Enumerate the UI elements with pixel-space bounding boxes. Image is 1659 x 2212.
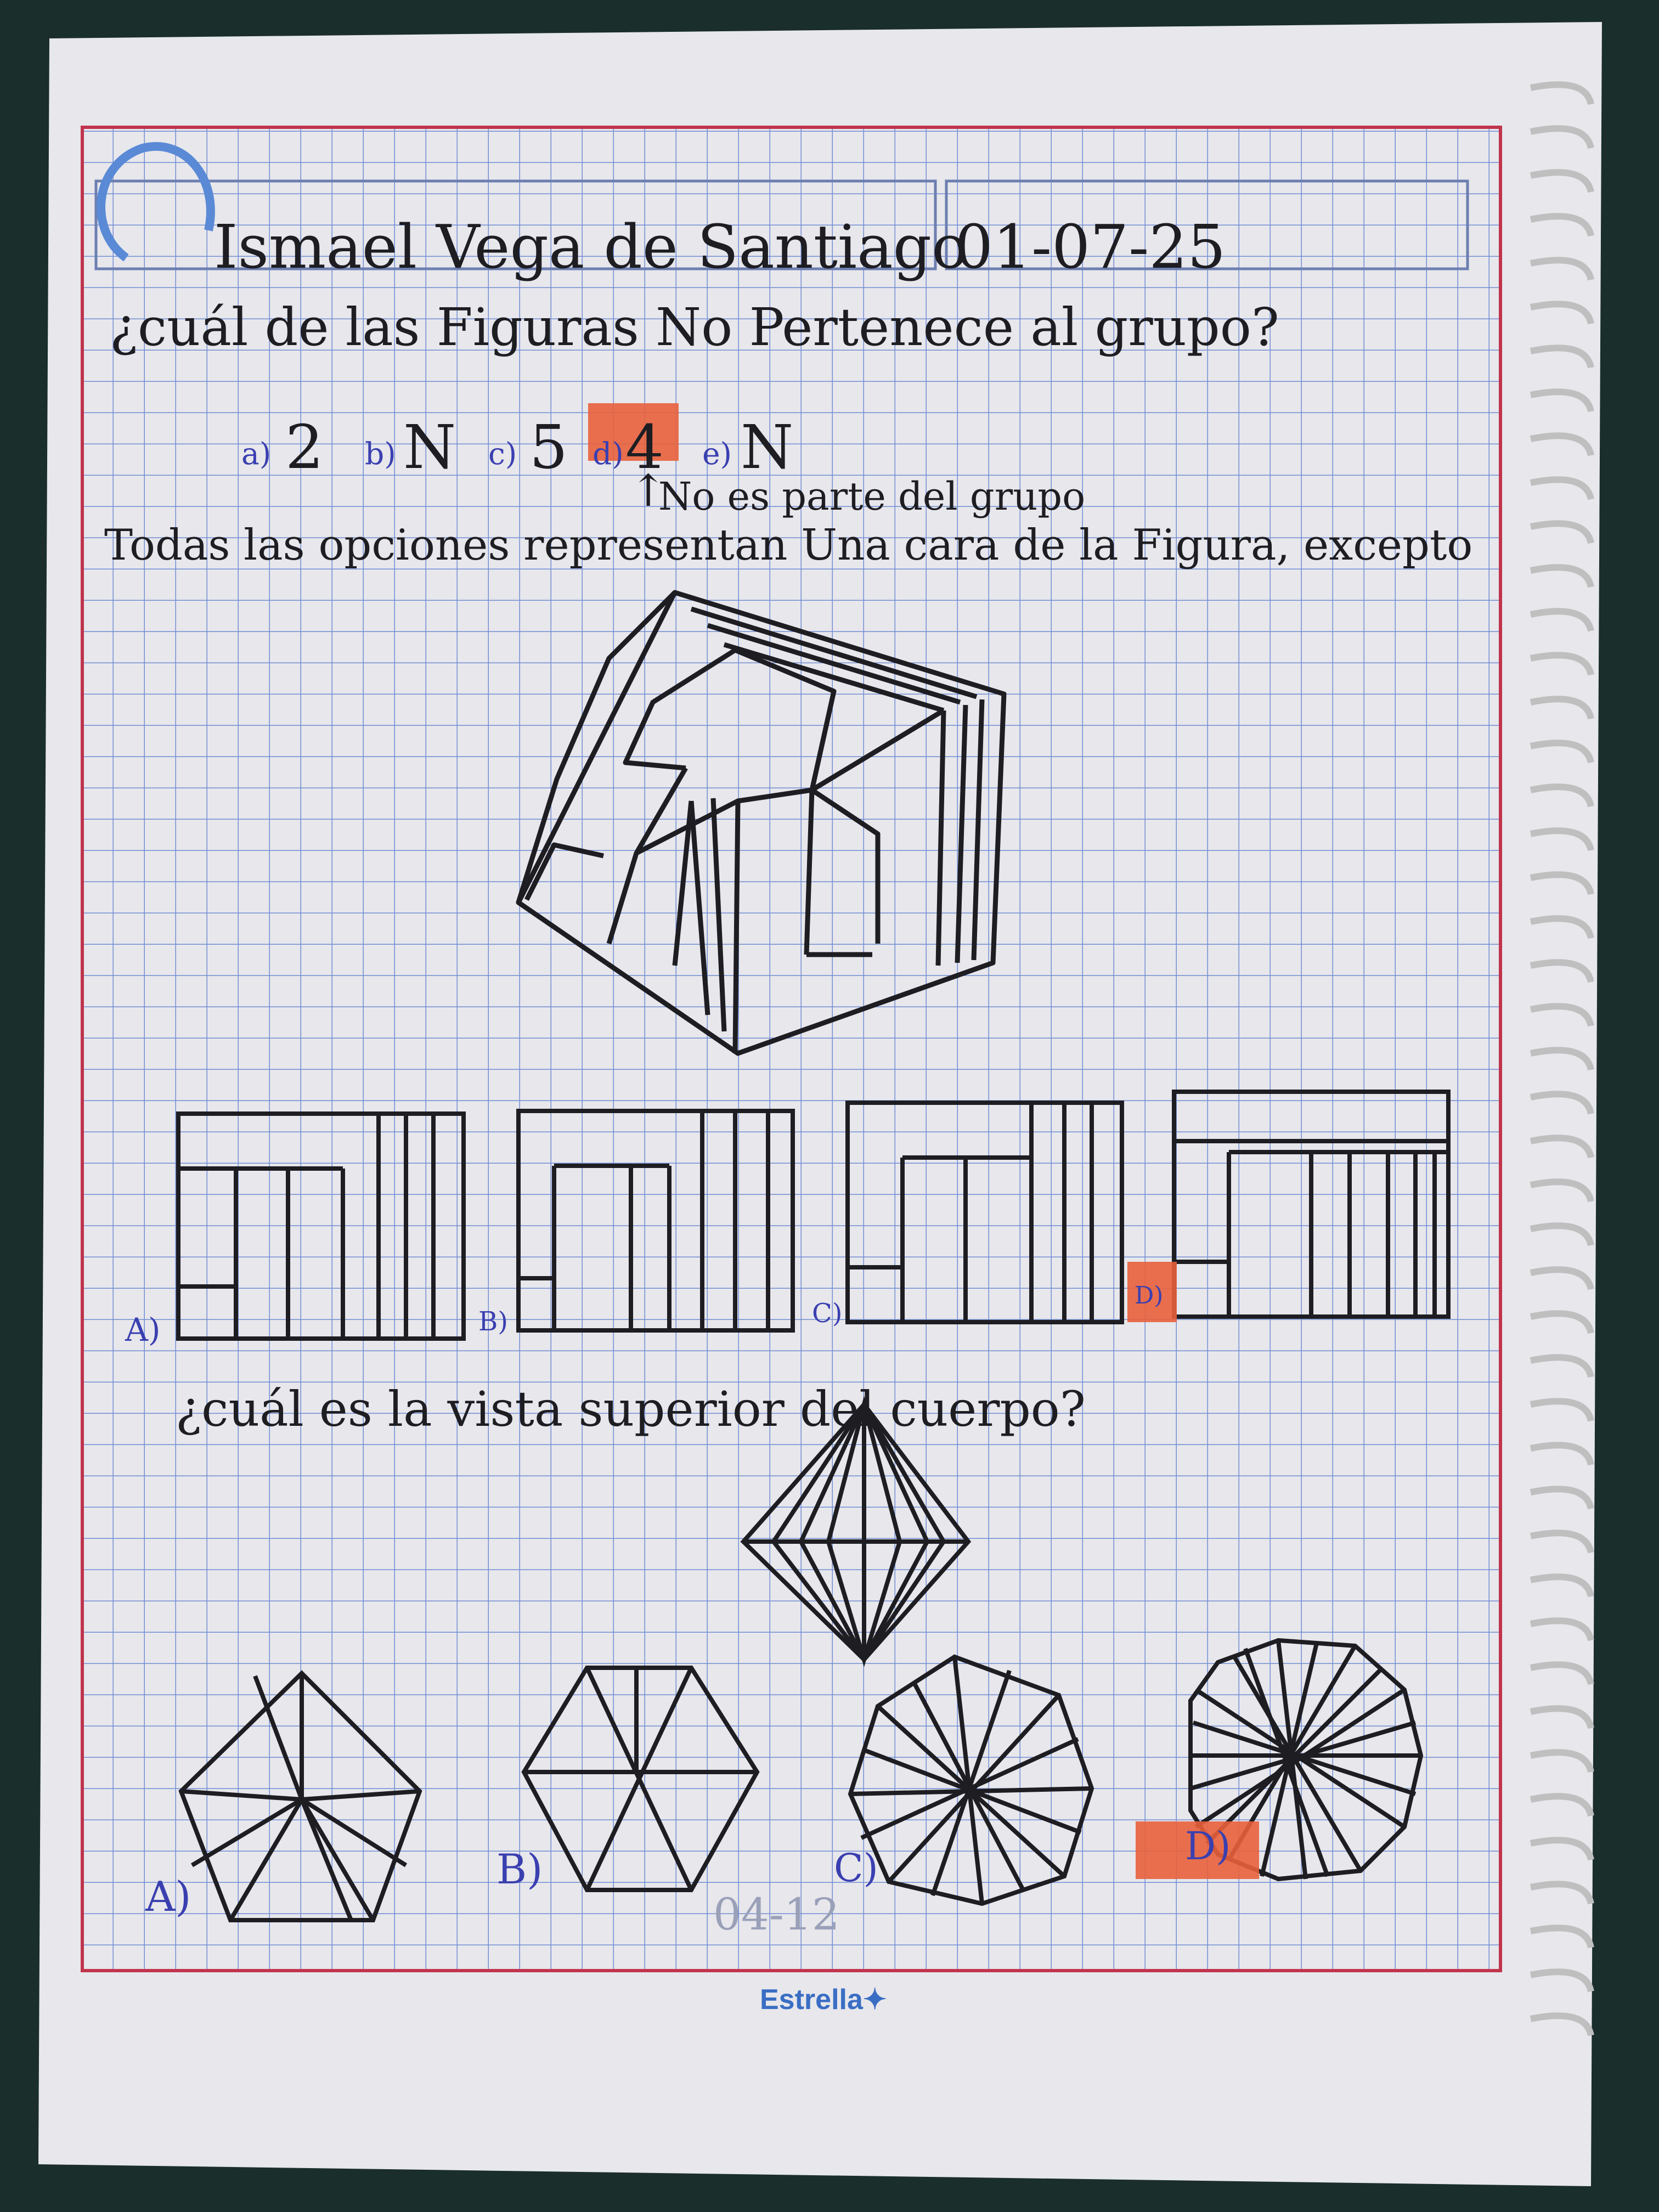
grid-area [82, 129, 1500, 1970]
q1-note: No es parte del grupo [658, 474, 1086, 519]
q1-option-d-symbol: 4 [625, 412, 664, 482]
q2-selected-highlight [1127, 1262, 1177, 1322]
star-icon: ✦ [862, 1984, 887, 2016]
blue-circle-mark [97, 142, 215, 262]
page-number: 04-12 [713, 1889, 840, 1940]
brand-logo: Estrella✦ [760, 1983, 887, 2016]
q1-option-c-label: c) [488, 436, 517, 471]
q2-option-a-drawing [176, 1111, 466, 1341]
q2-prompt: Todas las opciones representan Una cara … [104, 521, 1473, 570]
q3-selected-highlight [1136, 1821, 1259, 1879]
q1-selected-highlight [588, 403, 679, 461]
page-margin [81, 126, 1502, 1972]
q2-option-d-drawing [1172, 1090, 1451, 1319]
isometric-figure [516, 590, 1007, 1056]
q3-solid-figure [740, 1396, 972, 1667]
q3-prompt: ¿cuál es la vista superior del cuerpo? [176, 1381, 1086, 1437]
student-name: Ismael Vega de Santiago [214, 212, 968, 282]
q3-option-d-drawing [1188, 1638, 1424, 1882]
q1-option-c-symbol: 5 [529, 412, 568, 482]
q2-option-c-drawing [845, 1101, 1124, 1324]
q2-label-a: A) [125, 1311, 161, 1348]
spiral-binding [1530, 81, 1594, 2036]
q2-option-b-drawing [516, 1109, 795, 1333]
q3-option-c-drawing [848, 1654, 1094, 1906]
q3-label-a: A) [145, 1872, 191, 1921]
brand-name: Estrella [760, 1984, 863, 2016]
q1-option-e-symbol: N [741, 412, 794, 482]
q2-label-d: D) [1135, 1282, 1164, 1310]
q3-label-c: C) [834, 1846, 878, 1891]
date-box [945, 179, 1469, 270]
q1-option-b-symbol: N [403, 412, 456, 482]
header-date: 01-07-25 [955, 212, 1226, 282]
q3-option-a-drawing [178, 1670, 422, 1922]
q1-option-e-label: e) [702, 436, 732, 471]
q1-option-a-symbol: 2 [285, 412, 324, 482]
q3-label-b: B) [496, 1845, 543, 1893]
q3-label-d: D) [1185, 1824, 1231, 1869]
name-box [94, 179, 937, 270]
q1-option-b-label: b) [365, 436, 396, 471]
q1-prompt: ¿cuál de las Figuras No Pertenece al gru… [110, 297, 1279, 358]
q2-label-b: B) [478, 1306, 508, 1337]
q1-arrow-icon: ↑ [630, 465, 667, 516]
q1-option-d-label: d) [592, 436, 624, 471]
q3-option-b-drawing [521, 1666, 760, 1892]
q2-label-c: C) [812, 1298, 843, 1329]
q1-option-a-label: a) [241, 436, 272, 471]
